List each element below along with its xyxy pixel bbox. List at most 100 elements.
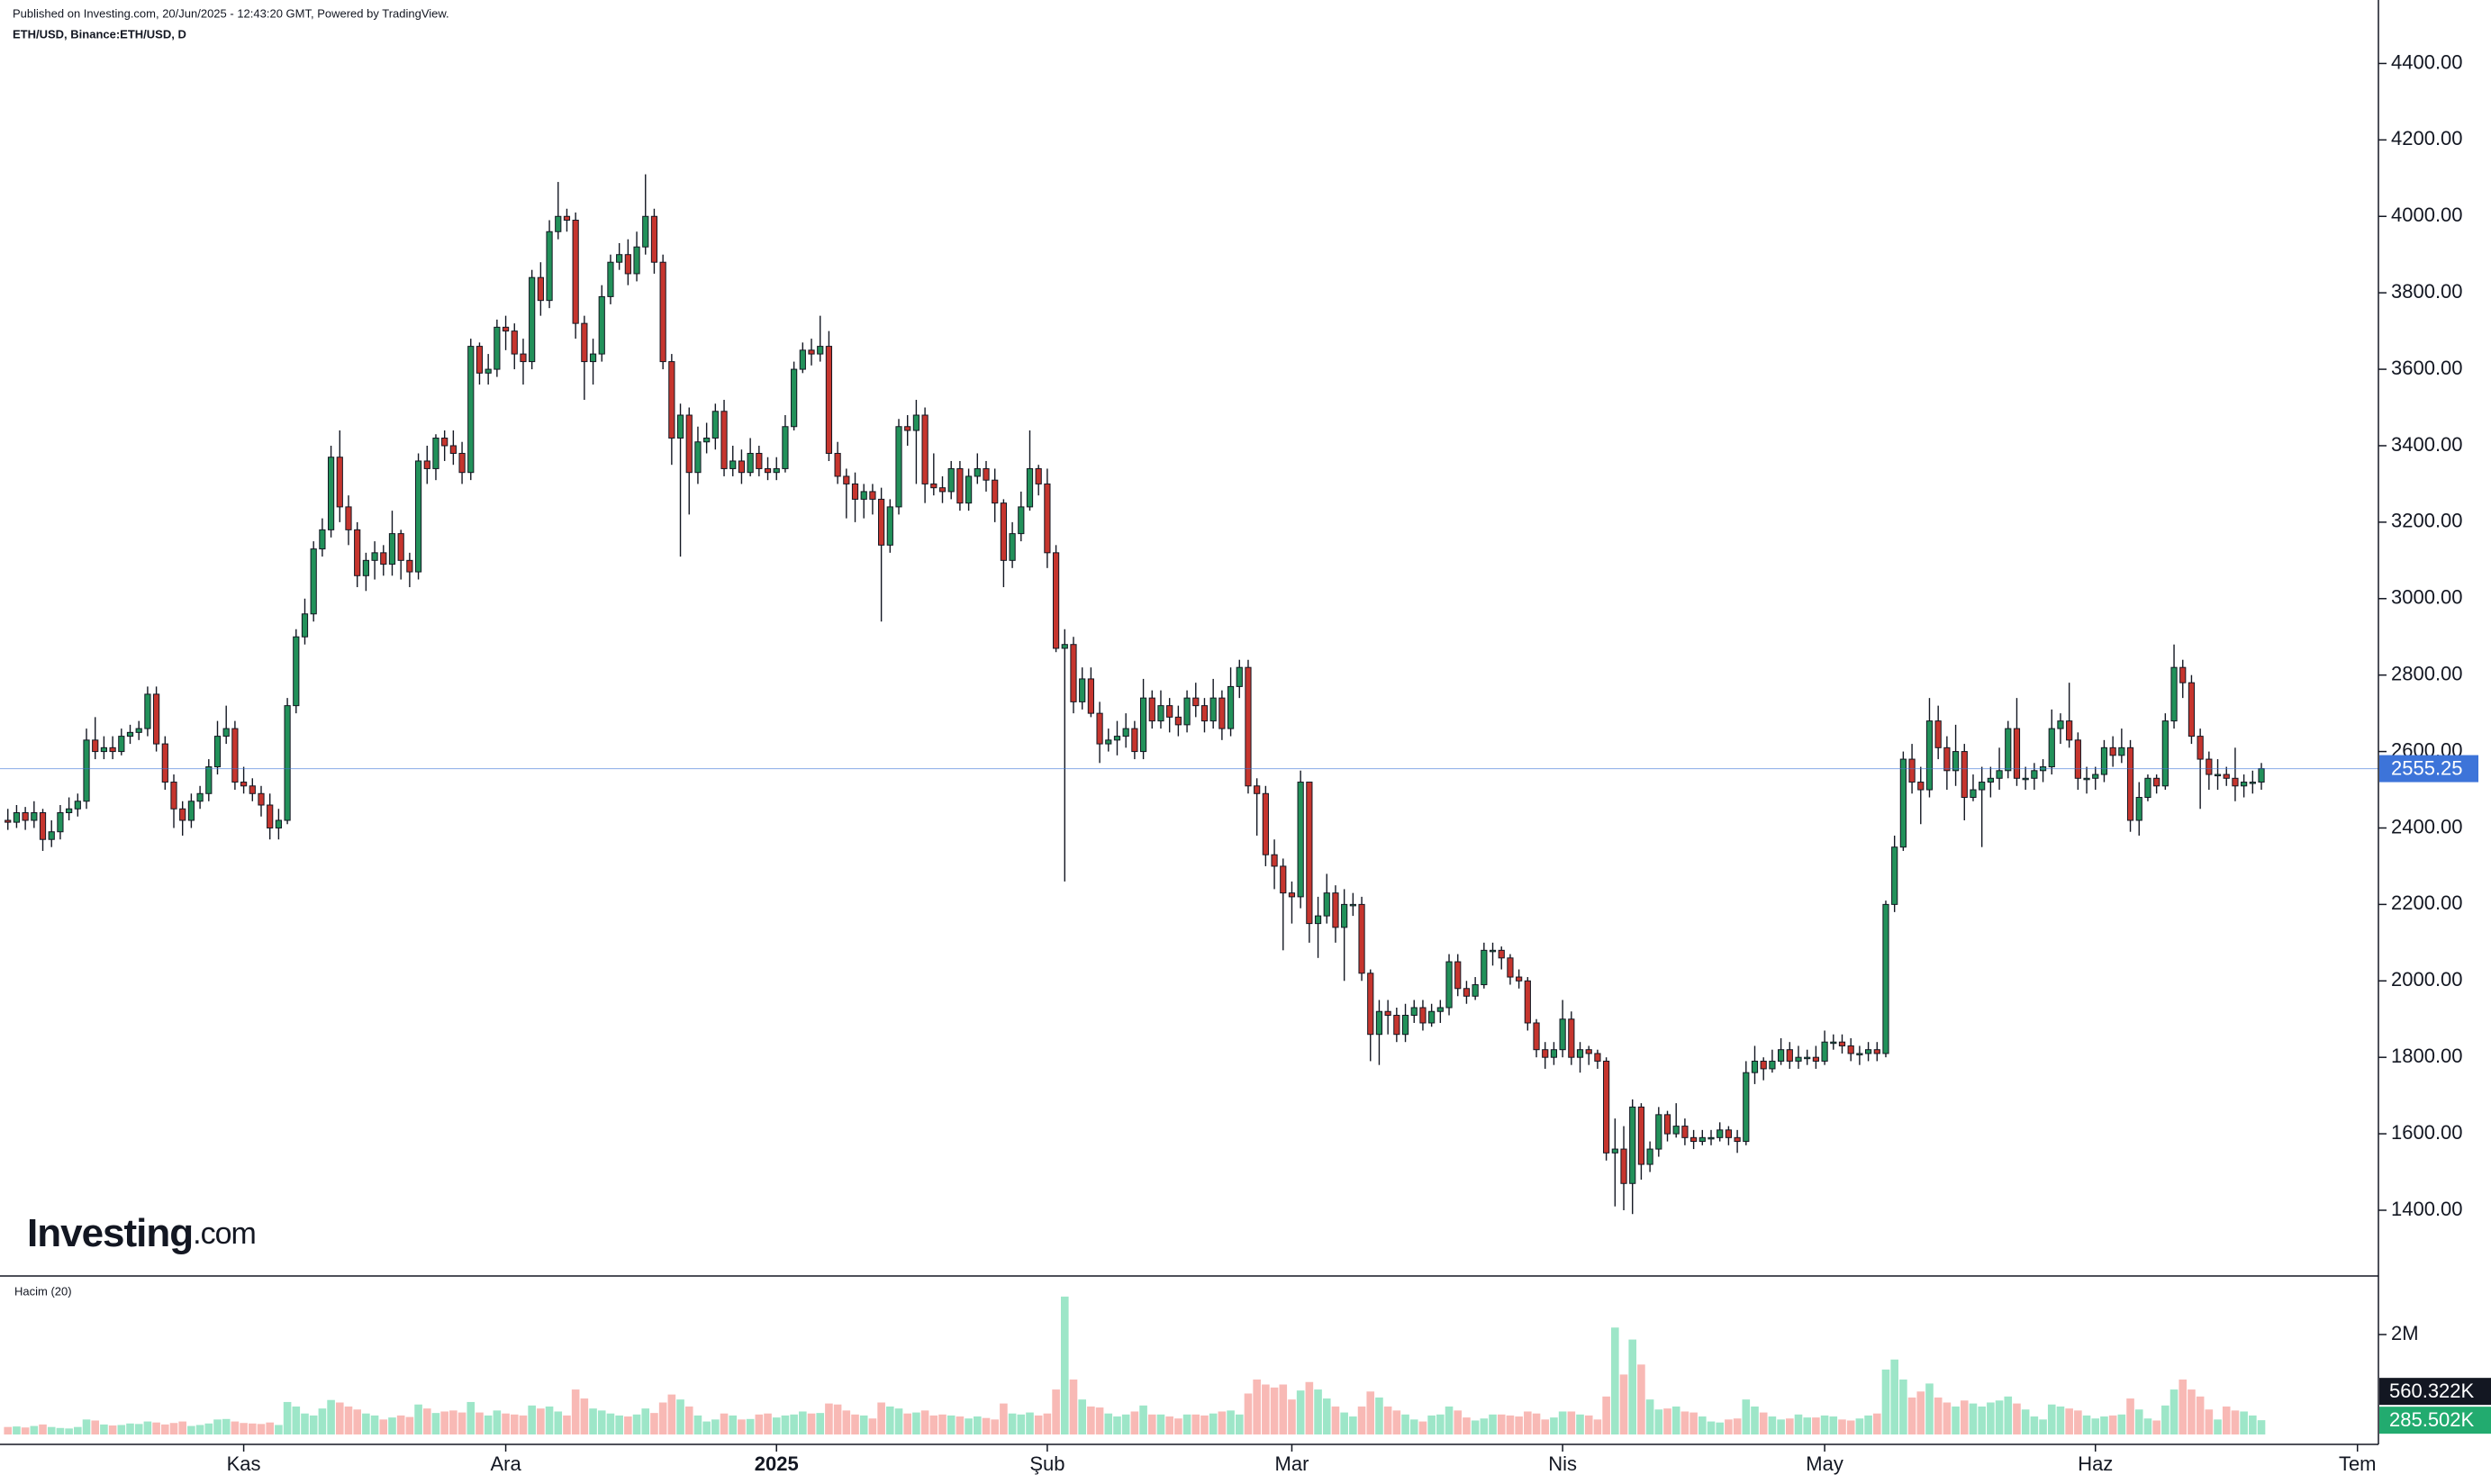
volume-bar	[309, 1415, 318, 1434]
candle-body	[2249, 782, 2256, 784]
candle-body	[1899, 758, 1907, 848]
candle-body	[2083, 777, 2090, 781]
candle-body	[5, 819, 12, 823]
volume-bar	[1794, 1414, 1803, 1434]
candle-body	[293, 636, 300, 707]
candle-body	[1751, 1060, 1759, 1073]
volume-bar	[632, 1414, 641, 1434]
candle-body	[1079, 678, 1086, 702]
candle-body	[1717, 1129, 1724, 1138]
volume-bar	[1506, 1415, 1515, 1434]
volume-bar	[2161, 1405, 2169, 1434]
candle-body	[799, 349, 806, 370]
volume-bar	[466, 1401, 476, 1434]
candle-body	[1908, 758, 1916, 783]
volume-bar	[1532, 1413, 1541, 1434]
candle-body	[668, 361, 675, 439]
candle-body	[1157, 705, 1164, 722]
candle-body	[240, 782, 248, 787]
candle-body	[1507, 957, 1514, 978]
volume-bar	[2152, 1420, 2160, 1434]
candle-body	[1979, 782, 1986, 791]
candle-body	[362, 559, 369, 576]
volume-bar	[30, 1425, 39, 1434]
volume-bar	[974, 1416, 982, 1434]
volume-bar	[1357, 1406, 1366, 1434]
volume-bar	[91, 1420, 100, 1434]
volume-bar	[1698, 1416, 1707, 1434]
candle-body	[92, 739, 99, 753]
volume-bar	[781, 1415, 790, 1434]
candle-body	[624, 254, 631, 275]
volume-bar	[362, 1413, 370, 1434]
volume-bar	[1846, 1420, 1855, 1434]
candle-body	[869, 491, 876, 500]
volume-bar	[1008, 1413, 1017, 1434]
volume-bar	[440, 1411, 448, 1434]
candle-body	[2118, 747, 2125, 756]
volume-bar	[457, 1412, 466, 1434]
candle-body	[860, 491, 867, 500]
volume-bar	[2082, 1415, 2091, 1434]
candle-body	[205, 766, 213, 794]
volume-bar	[248, 1423, 257, 1434]
candle-body	[1620, 1148, 1627, 1184]
candle-body	[1454, 961, 1462, 990]
candle-body	[1358, 903, 1365, 974]
volume-bar	[528, 1405, 536, 1434]
volume-bar	[1558, 1411, 1567, 1434]
candle-body	[1812, 1056, 1819, 1062]
candle-body	[231, 728, 239, 783]
candle-body	[685, 414, 693, 474]
candle-body	[711, 411, 719, 439]
candle-body	[529, 276, 536, 363]
candle-body	[1481, 949, 1488, 986]
candle-body	[2258, 768, 2265, 783]
volume-bar	[414, 1404, 422, 1434]
volume-bar	[554, 1411, 563, 1434]
volume-bar	[799, 1411, 807, 1434]
candle-body	[1367, 973, 1374, 1036]
candle-body	[1943, 747, 1951, 772]
volume-bar	[667, 1394, 676, 1434]
volume-bar	[920, 1410, 929, 1434]
volume-bar	[903, 1413, 912, 1434]
volume-bar	[1314, 1389, 1322, 1434]
volume-bar	[1671, 1406, 1680, 1434]
candle-body	[1925, 720, 1934, 791]
candle-body	[1375, 1010, 1383, 1036]
candle-body	[1271, 854, 1278, 867]
candle-body	[1725, 1129, 1733, 1138]
volume-bar	[2021, 1409, 2030, 1434]
candle-body	[476, 346, 484, 374]
volume-title: Hacim (20)	[14, 1284, 72, 1298]
candle-body	[1026, 467, 1034, 508]
candle-body	[1821, 1041, 1828, 1062]
candle-body	[494, 326, 501, 370]
volume-bar	[47, 1426, 56, 1434]
candle-body	[738, 460, 746, 474]
volume-bar	[1645, 1399, 1654, 1434]
volume-bar	[100, 1424, 108, 1434]
volume-bar	[82, 1419, 91, 1434]
candle-body	[1690, 1136, 1698, 1143]
candle-body	[1838, 1041, 1846, 1046]
candle-body	[2188, 682, 2196, 737]
volume-bar	[1471, 1420, 1480, 1434]
candle-body	[1341, 903, 1348, 928]
volume-last-label: 285.502K	[2389, 1408, 2475, 1431]
y-tick-label: 1600.00	[2391, 1121, 2463, 1144]
volume-bar	[2214, 1419, 2222, 1434]
candle-body	[1087, 678, 1094, 714]
candle-body	[930, 483, 938, 489]
candle-body	[2005, 728, 2012, 772]
volume-bar	[1838, 1419, 1846, 1434]
candle-body	[2013, 728, 2021, 779]
candle-body	[423, 460, 430, 469]
candle-body	[275, 819, 282, 828]
candle-body	[2223, 774, 2230, 779]
volume-bar	[1576, 1414, 1584, 1434]
candle-body	[1061, 644, 1068, 649]
candle-body	[1314, 915, 1322, 925]
candle-body	[817, 346, 824, 355]
